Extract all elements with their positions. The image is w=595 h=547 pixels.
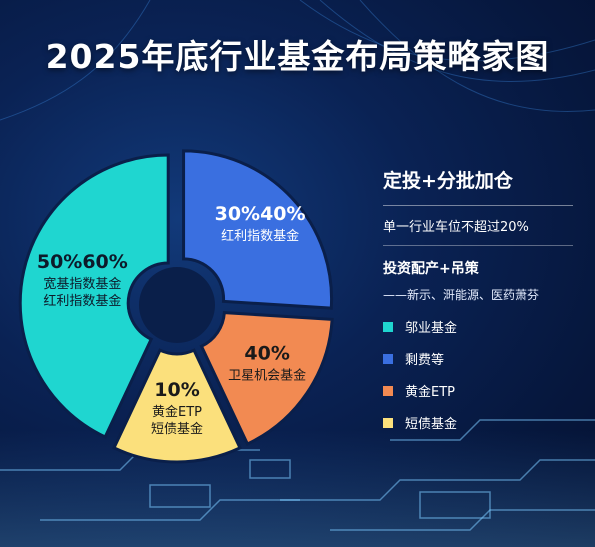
sectors-text: ——新示、涆能源、医药萧芬 — [383, 288, 540, 302]
legend-swatch — [383, 385, 393, 396]
slice-category-label: 宽基指数基金 — [43, 276, 121, 292]
slice-percent-label: 30%40% — [215, 203, 306, 225]
legend-swatch — [383, 353, 393, 364]
legend-item: 剩费等 — [383, 349, 583, 368]
divider — [383, 245, 573, 246]
page-title: 2025年底行业基金布局策略家图 — [45, 37, 550, 76]
strategy-text: 投资配产+吊策 — [383, 261, 479, 277]
legend-item: 黄金ETP — [383, 381, 583, 400]
legend-label: 短债基金 — [405, 417, 458, 432]
legend-swatch — [383, 321, 393, 332]
legend: 邬业基金剩费等黄金ETP 短债基金 — [383, 317, 583, 432]
slice-category-label: 卫星机会基金 — [228, 367, 306, 383]
slice-percent-label: 10% — [154, 379, 199, 401]
legend-label: 邬业基金 — [405, 321, 458, 336]
legend-item: 邬业基金 — [383, 317, 583, 336]
slice-category-label: 短债基金 — [151, 421, 203, 437]
pie-slice — [182, 149, 334, 310]
slice-percent-label: 40% — [244, 342, 289, 364]
slice-category-label: 黄金ETP — [152, 404, 202, 420]
pie-slice — [111, 348, 243, 464]
legend-item: 短债基金 — [383, 413, 583, 432]
divider — [383, 205, 573, 206]
slice-category-label: 红利指数基金 — [221, 228, 299, 244]
donut-hole — [139, 267, 215, 343]
slice-percent-label: 50%60% — [37, 251, 128, 273]
legend-swatch — [383, 417, 393, 428]
pie-slice — [18, 153, 170, 439]
rule-text: 单一行业车位不超过20% — [383, 220, 529, 235]
legend-label: 剩费等 — [405, 353, 445, 368]
slice-category-label: 红利指数基金 — [43, 293, 121, 309]
strategy-panel: 定投+分批加仓 单一行业车位不超过20% 投资配产+吊策 ——新示、涆能源、医药… — [383, 160, 583, 445]
legend-label: 黄金ETP — [405, 385, 455, 400]
panel-heading: 定投+分批加仓 — [383, 170, 513, 192]
pie-slice — [199, 310, 334, 446]
